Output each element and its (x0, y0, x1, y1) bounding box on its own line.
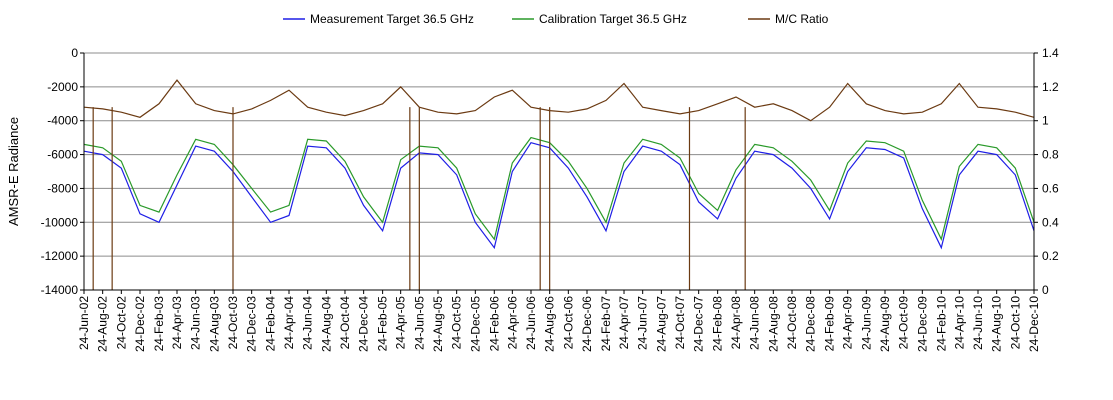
x-tick-label: 24-Apr-08 (729, 296, 743, 350)
x-tick-label: 24-Dec-09 (915, 296, 929, 352)
y2-tick-label: 0.2 (1042, 249, 1059, 263)
x-tick-label: 24-Aug-06 (543, 296, 557, 352)
x-tick-label: 24-Apr-04 (282, 296, 296, 350)
x-tick-label: 24-Oct-06 (561, 296, 575, 350)
legend-item: Calibration Target 36.5 GHz (512, 12, 687, 26)
x-tick-label: 24-Aug-07 (654, 296, 668, 352)
x-tick-label: 24-Apr-09 (841, 296, 855, 350)
x-tick-label: 24-Apr-03 (170, 296, 184, 350)
y-tick-label: -6000 (47, 148, 78, 162)
y2-tick-label: 0.6 (1042, 181, 1059, 195)
x-tick-label: 24-Aug-10 (990, 296, 1004, 352)
x-tick-label: 24-Oct-07 (673, 296, 687, 350)
x-tick-label: 24-Apr-07 (617, 296, 631, 350)
x-tick-label: 24-Dec-10 (1027, 296, 1041, 352)
x-tick-label: 24-Oct-05 (450, 296, 464, 350)
x-tick-label: 24-Jun-10 (971, 296, 985, 350)
x-tick-label: 24-Aug-04 (319, 296, 333, 352)
x-tick-label: 24-Feb-05 (376, 296, 390, 352)
y2-tick-label: 1.4 (1042, 46, 1059, 60)
x-tick-label: 24-Dec-03 (245, 296, 259, 352)
legend-label: Measurement Target 36.5 GHz (310, 12, 474, 26)
grid-lines (84, 52, 1034, 291)
y2-tick-label: 1.2 (1042, 80, 1059, 94)
x-tick-label: 24-Feb-06 (487, 296, 501, 352)
y-axis-title: AMSR-E Radiance (6, 117, 21, 226)
series-line-3 (83, 79, 1035, 122)
x-tick-label: 24-Feb-07 (599, 296, 613, 352)
x-tick-label: 24-Oct-02 (114, 296, 128, 350)
x-tick-label: 24-Feb-04 (264, 296, 278, 352)
x-tick-label: 24-Dec-07 (692, 296, 706, 352)
y-tick-label: -12000 (41, 249, 79, 263)
x-tick-label: 24-Jun-05 (412, 296, 426, 350)
x-tick-label: 24-Oct-08 (785, 296, 799, 350)
y-tick-label: 0 (71, 46, 78, 60)
y2-tick-label: 0 (1042, 283, 1049, 297)
axes: 0 1.4 -2000 1.2 -4000 1 -6000 0.8 -8000 0.6 -10000… (41, 46, 1059, 352)
x-tick-label: 24-Oct-09 (897, 296, 911, 350)
y-tick-label: -10000 (41, 215, 79, 229)
legend-label: M/C Ratio (775, 12, 829, 26)
series-line-2 (83, 136, 1035, 241)
x-tick-label: 24-Feb-09 (823, 296, 837, 352)
y-tick-label: -2000 (47, 80, 78, 94)
x-tick-label: 24-Oct-03 (226, 296, 240, 350)
x-tick-label: 24-Feb-08 (711, 296, 725, 352)
x-tick-label: 24-Dec-08 (804, 296, 818, 352)
x-tick-label: 24-Dec-06 (580, 296, 594, 352)
x-tick-label: 24-Dec-04 (357, 296, 371, 352)
x-tick-label: 24-Jun-02 (77, 296, 91, 350)
x-tick-label: 24-Aug-05 (431, 296, 445, 352)
x-tick-label: 24-Aug-08 (766, 296, 780, 352)
y2-tick-label: 0.4 (1042, 215, 1059, 229)
x-tick-label: 24-Apr-06 (505, 296, 519, 350)
x-tick-label: 24-Dec-05 (468, 296, 482, 352)
legend-label: Calibration Target 36.5 GHz (539, 12, 687, 26)
x-tick-label: 24-Jun-06 (524, 296, 538, 350)
x-tick-label: 24-Feb-10 (934, 296, 948, 352)
y-tick-label: -8000 (47, 181, 78, 195)
x-tick-label: 24-Apr-10 (952, 296, 966, 350)
legend-item: Measurement Target 36.5 GHz (283, 12, 474, 26)
y-tick-label: -14000 (41, 283, 79, 297)
x-tick-label: 24-Jun-07 (636, 296, 650, 350)
y2-tick-label: 1 (1042, 114, 1049, 128)
x-tick-label: 24-Dec-02 (133, 296, 147, 352)
legend: Measurement Target 36.5 GHz Calibration T… (283, 12, 829, 26)
plot-area (83, 79, 1035, 290)
x-tick-label: 24-Jun-09 (859, 296, 873, 350)
x-tick-label: 24-Oct-04 (338, 296, 352, 350)
x-tick-label: 24-Jun-04 (301, 296, 315, 350)
y2-tick-label: 0.8 (1042, 148, 1059, 162)
y-tick-label: -4000 (47, 114, 78, 128)
x-tick-label: 24-Feb-03 (152, 296, 166, 352)
x-tick-label: 24-Apr-05 (394, 296, 408, 350)
x-tick-label: 24-Jun-08 (748, 296, 762, 350)
x-tick-label: 24-Oct-10 (1008, 296, 1022, 350)
x-tick-label: 24-Jun-03 (189, 296, 203, 350)
x-tick-label: 24-Aug-03 (207, 296, 221, 352)
legend-item: M/C Ratio (748, 12, 829, 26)
x-tick-label: 24-Aug-02 (96, 296, 110, 352)
series-line-1 (83, 142, 1035, 250)
x-tick-label: 24-Aug-09 (878, 296, 892, 352)
